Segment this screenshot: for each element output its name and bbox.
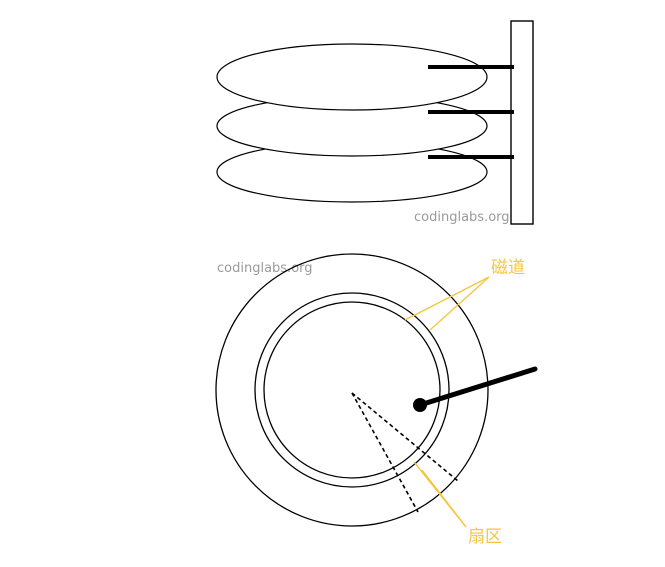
sector-leader-2: [413, 461, 467, 528]
sector-label: 扇区: [468, 527, 502, 547]
read-write-head: [413, 398, 427, 412]
track-label: 磁道: [491, 258, 525, 278]
track-leader-2: [429, 276, 490, 331]
platter-top: [216, 43, 488, 111]
read-write-arm: [417, 366, 538, 408]
track-inner: [263, 301, 441, 479]
watermark-top: codinglabs.org: [414, 210, 510, 225]
sector-boundary-1: [351, 392, 419, 513]
platter-outer-edge: [215, 253, 489, 527]
platter-surface: [215, 253, 489, 527]
sector-annotation: [413, 461, 467, 528]
platter-stack: [216, 43, 488, 203]
watermark-bottom: codinglabs.org: [217, 261, 313, 276]
sector-boundary-2: [351, 392, 459, 482]
spindle-bar: [510, 20, 534, 225]
track-leader-1: [404, 276, 490, 321]
track-annotation: [404, 276, 490, 331]
sector-boundaries: [351, 392, 459, 513]
track-outer: [254, 292, 450, 488]
actuator-arms: [428, 65, 514, 159]
